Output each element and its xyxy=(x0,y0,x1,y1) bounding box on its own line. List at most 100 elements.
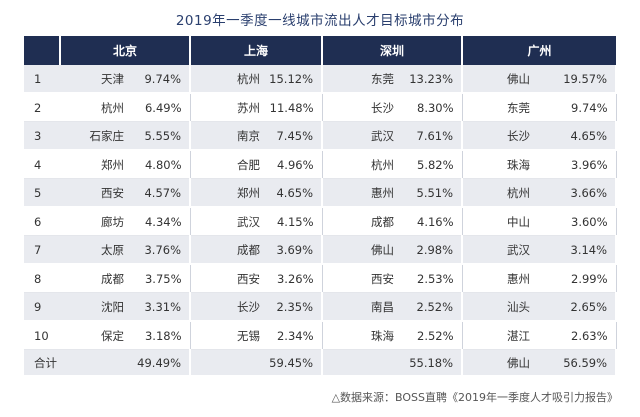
shenzhen-destination-share: 4.16% xyxy=(398,207,463,236)
table-row: 9 沈阳 3.31% 长沙 2.35% 南昌 2.52% 汕头 2.65% xyxy=(24,292,618,322)
beijing-destination-share: 3.31% xyxy=(128,292,192,322)
shanghai-destination-city: 西安 xyxy=(190,264,265,293)
guangzhou-destination-city: 长沙 xyxy=(462,121,535,151)
shenzhen-total-share: 55.18% xyxy=(398,349,464,377)
shenzhen-destination-share: 2.98% xyxy=(398,235,464,265)
beijing-destination-city: 成都 xyxy=(60,264,128,293)
shenzhen-destination-share: 2.53% xyxy=(398,264,463,293)
beijing-destination-city: 天津 xyxy=(60,65,128,94)
guangzhou-total-share: 56.59% xyxy=(534,349,618,377)
shanghai-destination-city: 武汉 xyxy=(190,207,265,236)
table-row: 8 成都 3.75% 西安 3.26% 西安 2.53% 惠州 2.99% xyxy=(24,264,617,293)
shanghai-destination-city: 长沙 xyxy=(190,292,265,322)
shanghai-destination-share: 11.48% xyxy=(264,93,323,122)
rank-cell: 1 xyxy=(24,65,60,94)
beijing-total-share: 49.49% xyxy=(128,349,192,377)
beijing-destination-city: 廊坊 xyxy=(60,207,128,236)
guangzhou-destination-share: 3.14% xyxy=(534,235,618,265)
total-row: 合计 49.49% 59.45% 55.18% 佛山 56.59% xyxy=(24,349,618,377)
guangzhou-destination-share: 4.65% xyxy=(534,121,618,151)
table-row: 7 太原 3.76% 成都 3.69% 佛山 2.98% 武汉 3.14% xyxy=(24,235,618,265)
beijing-destination-city: 石家庄 xyxy=(60,121,128,151)
rank-cell: 5 xyxy=(24,178,60,208)
guangzhou-destination-city: 杭州 xyxy=(462,178,535,208)
header-rank-blank xyxy=(24,36,60,65)
shenzhen-destination-city: 惠州 xyxy=(322,178,399,208)
shanghai-destination-share: 3.26% xyxy=(264,264,323,293)
shenzhen-destination-city: 佛山 xyxy=(322,235,399,265)
rank-cell: 7 xyxy=(24,235,60,265)
shanghai-destination-share: 4.96% xyxy=(264,150,323,179)
shanghai-total-share: 59.45% xyxy=(264,349,324,377)
shanghai-destination-city: 南京 xyxy=(190,121,265,151)
guangzhou-destination-share: 2.99% xyxy=(534,264,617,293)
header-shanghai: 上海 xyxy=(189,36,323,65)
guangzhou-destination-city: 珠海 xyxy=(462,150,535,179)
beijing-destination-city: 保定 xyxy=(60,321,128,350)
guangzhou-destination-city: 惠州 xyxy=(462,264,535,293)
guangzhou-destination-share: 2.63% xyxy=(534,321,617,350)
guangzhou-destination-share: 3.96% xyxy=(534,150,617,179)
beijing-destination-city: 杭州 xyxy=(60,93,128,122)
table-title: 2019年一季度一线城市流出人才目标城市分布 xyxy=(175,13,465,29)
guangzhou-destination-share: 3.60% xyxy=(534,207,617,236)
beijing-total-city xyxy=(60,349,128,377)
beijing-destination-city: 太原 xyxy=(60,235,128,265)
shenzhen-destination-city: 长沙 xyxy=(322,93,399,122)
rank-cell: 3 xyxy=(24,121,60,151)
beijing-destination-share: 6.49% xyxy=(128,93,191,122)
guangzhou-total-city: 佛山 xyxy=(462,349,535,377)
guangzhou-destination-city: 中山 xyxy=(462,207,535,236)
header-guangzhou: 广州 xyxy=(461,36,617,65)
shenzhen-destination-share: 2.52% xyxy=(398,321,463,350)
shenzhen-destination-share: 13.23% xyxy=(398,65,464,94)
beijing-destination-city: 西安 xyxy=(60,178,128,208)
shenzhen-destination-city: 西安 xyxy=(322,264,399,293)
beijing-destination-share: 4.34% xyxy=(128,207,191,236)
header-row: 北京 上海 深圳 广州 xyxy=(24,36,617,65)
target-city-table: 北京 上海 深圳 广州 1 天津 9.74% 杭州 15.12% 东莞 13.23% 佛山 19… xyxy=(24,36,618,377)
guangzhou-destination-share: 3.66% xyxy=(534,178,618,208)
shenzhen-destination-share: 5.82% xyxy=(398,150,463,179)
header-beijing: 北京 xyxy=(58,36,191,65)
header-shenzhen: 深圳 xyxy=(321,36,463,65)
data-source-note: △数据来源：BOSS直聘《2019年一季度人才吸引力报告》 xyxy=(331,391,618,404)
beijing-destination-share: 5.55% xyxy=(128,121,192,151)
total-label: 合计 xyxy=(24,349,60,377)
beijing-destination-share: 4.57% xyxy=(128,178,192,208)
rank-cell: 8 xyxy=(24,264,60,293)
guangzhou-destination-share: 19.57% xyxy=(534,65,618,94)
shanghai-destination-share: 3.69% xyxy=(264,235,324,265)
shanghai-destination-city: 成都 xyxy=(190,235,265,265)
rank-cell: 9 xyxy=(24,292,60,322)
guangzhou-destination-city: 武汉 xyxy=(462,235,535,265)
shanghai-destination-share: 4.65% xyxy=(264,178,324,208)
table-row: 6 廊坊 4.34% 武汉 4.15% 成都 4.16% 中山 3.60% xyxy=(24,207,617,236)
table-row: 3 石家庄 5.55% 南京 7.45% 武汉 7.61% 长沙 4.65% xyxy=(24,121,618,151)
shenzhen-destination-share: 2.52% xyxy=(398,292,464,322)
rank-cell: 10 xyxy=(24,321,60,350)
beijing-destination-share: 3.75% xyxy=(128,264,191,293)
rank-cell: 4 xyxy=(24,150,60,179)
shanghai-destination-share: 4.15% xyxy=(264,207,323,236)
rank-cell: 2 xyxy=(24,93,60,122)
beijing-destination-city: 郑州 xyxy=(60,150,128,179)
shanghai-destination-city: 苏州 xyxy=(190,93,265,122)
shanghai-total-city xyxy=(190,349,265,377)
guangzhou-destination-share: 9.74% xyxy=(534,93,617,122)
shanghai-destination-share: 2.35% xyxy=(264,292,324,322)
beijing-destination-share: 3.76% xyxy=(128,235,192,265)
table-row: 1 天津 9.74% 杭州 15.12% 东莞 13.23% 佛山 19.57% xyxy=(24,65,618,94)
table-row: 10 保定 3.18% 无锡 2.34% 珠海 2.52% 湛江 2.63% xyxy=(24,321,617,350)
beijing-destination-share: 4.80% xyxy=(128,150,191,179)
shenzhen-destination-city: 成都 xyxy=(322,207,399,236)
beijing-destination-share: 9.74% xyxy=(128,65,192,94)
guangzhou-destination-share: 2.65% xyxy=(534,292,618,322)
shenzhen-destination-city: 南昌 xyxy=(322,292,399,322)
guangzhou-destination-city: 湛江 xyxy=(462,321,535,350)
shenzhen-destination-city: 武汉 xyxy=(322,121,399,151)
shenzhen-destination-share: 5.51% xyxy=(398,178,464,208)
shanghai-destination-share: 15.12% xyxy=(264,65,324,94)
shenzhen-total-city xyxy=(322,349,399,377)
table-row: 4 郑州 4.80% 合肥 4.96% 杭州 5.82% 珠海 3.96% xyxy=(24,150,617,179)
